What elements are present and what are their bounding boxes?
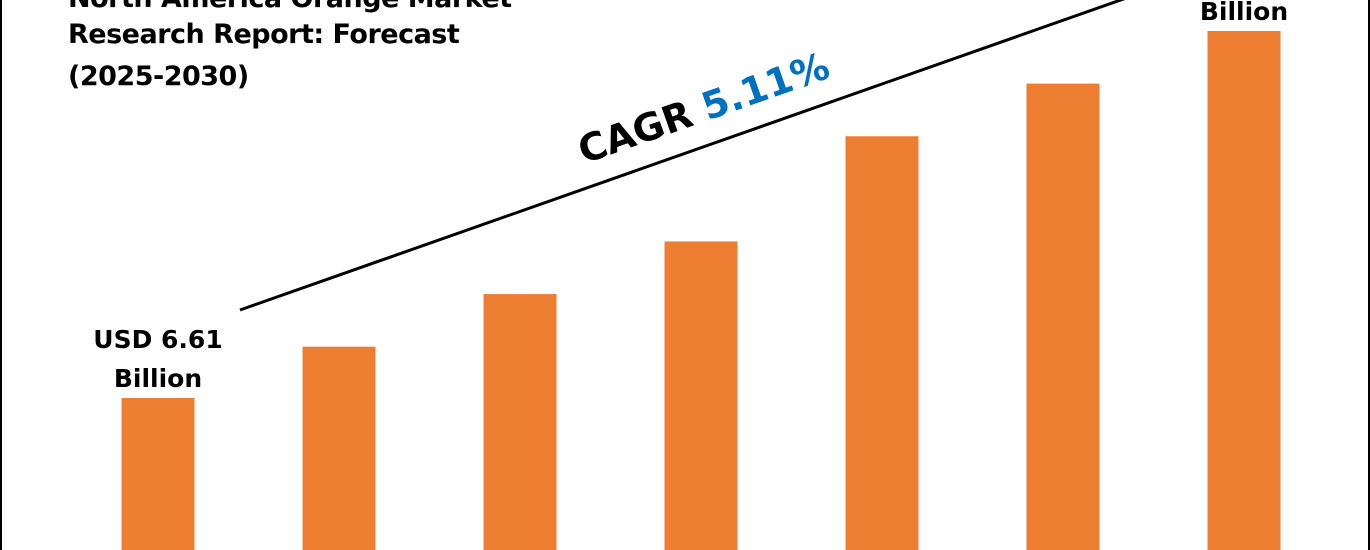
chart-title-line-1: North America Orange Market [68,0,512,14]
bar-2025 [121,398,195,550]
bar-2030 [1026,83,1100,550]
data-label-line: Billion [1200,0,1288,26]
bar-2029 [845,136,919,550]
cagr-value: 5.11% [696,44,835,129]
bar-2031 [1207,31,1281,550]
bar-2027 [483,294,557,550]
data-label-2025: USD 6.61 Billion [93,325,222,393]
chart-title-line-2: Research Report: Forecast [68,19,460,50]
bar-2026 [302,346,376,550]
cagr-prefix: CAGR [572,87,710,172]
data-label-line: USD 6.61 [93,325,222,354]
cagr-annotation: CAGR 5.11% [572,44,835,173]
data-labels-group: USD 6.61BillionUSD 9.4Billion [93,0,1300,393]
data-label-2031: USD 9.4Billion [1188,0,1300,26]
bar-2028 [664,241,738,550]
data-label-line: Billion [114,364,202,393]
bars-group [121,31,1281,550]
cagr-trend-line [239,0,1126,312]
chart-title-line-3: (2025-2030) [68,61,249,92]
